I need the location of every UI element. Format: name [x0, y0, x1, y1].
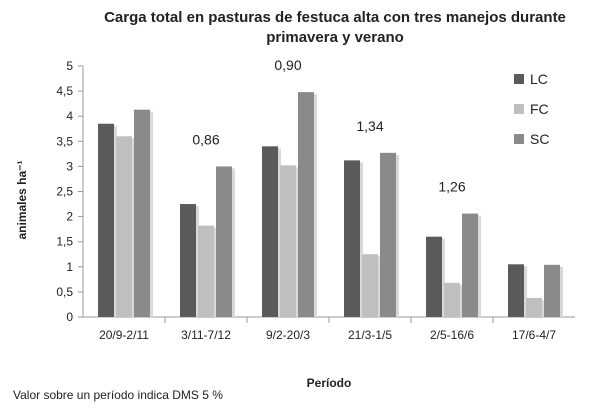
y-tick-label: 1: [66, 260, 73, 274]
bar-sc: [380, 152, 396, 317]
x-tick-label: 9/2-20/3: [266, 328, 310, 342]
x-tick-label: 17/6-4/7: [512, 328, 556, 342]
bar-fc: [362, 254, 378, 317]
bar-fc: [444, 282, 460, 317]
bar-sc: [462, 213, 478, 317]
bar-lc: [508, 264, 524, 317]
x-axis-label: Período: [307, 376, 352, 390]
bar-lc: [344, 160, 360, 317]
legend-label-sc: SC: [530, 131, 549, 147]
dms-annotation: 1,34: [356, 118, 383, 134]
bar-sc: [544, 264, 560, 317]
bar-lc: [426, 236, 442, 317]
legend-swatch-lc: [514, 74, 524, 84]
bar-sc: [134, 109, 150, 317]
legend-swatch-sc: [514, 134, 524, 144]
footnote: Valor sobre un período indica DMS 5 %: [13, 388, 223, 402]
legend: LC FC SC: [514, 71, 549, 147]
bar-lc: [262, 146, 278, 317]
dms-annotation: 0,90: [274, 57, 301, 73]
legend-swatch-fc: [514, 104, 524, 114]
bar-fc: [526, 297, 542, 317]
x-tick-label: 3/11-7/12: [181, 328, 231, 342]
y-tick-label: 0: [66, 310, 73, 324]
x-tick-label: 20/9-2/11: [99, 328, 149, 342]
plot-area: 0 0,5 1 1,5 2 2,5 3 3,5 4 4,5 5 20/9-2/11 3/11-7/12 9…: [56, 57, 575, 342]
chart-title-line-2: primavera y verano: [266, 29, 404, 46]
chart-title-line-1: Carga total en pasturas de festuca alta …: [104, 9, 566, 26]
dms-annotation: 1,26: [438, 179, 465, 195]
dms-annotation: 0,86: [192, 131, 219, 147]
legend-label-fc: FC: [530, 101, 549, 117]
bar-fc: [280, 165, 296, 317]
bar-lc: [98, 123, 114, 317]
x-tick-label: 2/5-16/6: [430, 328, 474, 342]
bar-sc: [298, 92, 314, 317]
y-tick-label: 4: [66, 109, 73, 123]
y-tick-label: 2: [66, 210, 73, 224]
y-axis-label: animales ha⁻¹: [15, 160, 29, 239]
bar-fc: [116, 136, 132, 317]
y-tick-label: 3,5: [56, 134, 73, 148]
bar-fc: [198, 225, 214, 317]
y-tick-label: 2,5: [56, 185, 73, 199]
legend-label-lc: LC: [530, 71, 548, 87]
x-tick-label: 21/3-1/5: [348, 328, 392, 342]
y-tick-label: 4,5: [56, 84, 73, 98]
y-tick-label: 0,5: [56, 285, 73, 299]
bar-lc: [180, 204, 196, 317]
y-tick-label: 1,5: [56, 235, 73, 249]
y-tick-label: 5: [66, 59, 73, 73]
y-tick-label: 3: [66, 159, 73, 173]
bar-sc: [216, 166, 232, 317]
